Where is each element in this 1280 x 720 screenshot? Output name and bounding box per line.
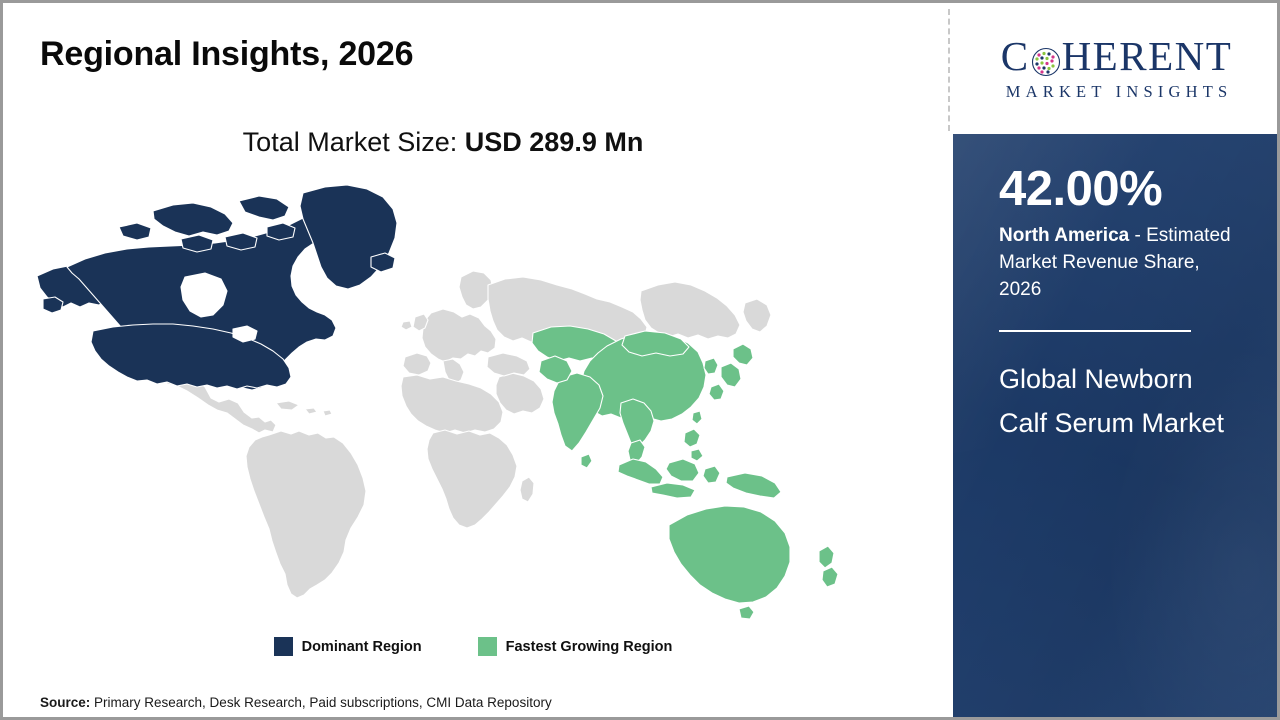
page-title: Regional Insights, 2026 bbox=[40, 35, 414, 73]
world-map-container bbox=[33, 181, 913, 621]
source-note: Source: Primary Research, Desk Research,… bbox=[40, 695, 552, 710]
map-region-rest-of-world bbox=[164, 270, 772, 599]
legend-swatch-dominant bbox=[273, 637, 293, 656]
share-caption-rest: - Estimated Market Revenue Share, 2026 bbox=[999, 225, 1231, 301]
market-name: Global Newborn Calf Serum Market bbox=[999, 363, 1225, 438]
share-caption: North America - Estimated Market Revenue… bbox=[999, 223, 1240, 304]
total-market-size-value: USD 289.9 Mn bbox=[464, 127, 644, 157]
share-region-name: North America bbox=[999, 225, 1130, 247]
source-text: Primary Research, Desk Research, Paid su… bbox=[94, 695, 552, 710]
vertical-dashed-divider bbox=[948, 9, 950, 131]
globe-icon bbox=[1031, 43, 1061, 77]
source-label: Source: bbox=[40, 695, 91, 710]
brand-wordmark: C bbox=[1000, 32, 1233, 79]
brand-word-part2: HERENT bbox=[1061, 32, 1233, 79]
legend-label-dominant: Dominant Region bbox=[301, 638, 422, 655]
map-region-asia-pacific bbox=[531, 325, 839, 620]
total-market-size: Total Market Size: USD 289.9 Mn bbox=[3, 127, 883, 158]
share-percentage: 42.00% bbox=[999, 162, 1163, 216]
hudson-bay bbox=[180, 272, 228, 318]
map-legend: Dominant Region Fastest Growing Region bbox=[3, 637, 943, 656]
stats-content: 42.00% North America - Estimated Market … bbox=[953, 134, 1277, 445]
brand-logo: C bbox=[953, 3, 1277, 134]
left-content-pane: Regional Insights, 2026 Total Market Siz… bbox=[3, 3, 948, 717]
panel-divider-rule bbox=[999, 330, 1191, 332]
legend-item-fastest-growing: Fastest Growing Region bbox=[477, 637, 673, 656]
great-lakes bbox=[232, 325, 258, 343]
brand-word-part1: C bbox=[1000, 32, 1030, 79]
stats-panel: 42.00% North America - Estimated Market … bbox=[953, 134, 1277, 717]
legend-label-fastest-growing: Fastest Growing Region bbox=[505, 638, 673, 655]
legend-swatch-fastest-growing bbox=[477, 637, 497, 656]
world-map bbox=[36, 184, 839, 620]
legend-item-dominant: Dominant Region bbox=[273, 637, 422, 656]
total-market-size-label: Total Market Size: bbox=[242, 127, 458, 157]
brand-subtitle: MARKET INSIGHTS bbox=[1005, 81, 1233, 101]
